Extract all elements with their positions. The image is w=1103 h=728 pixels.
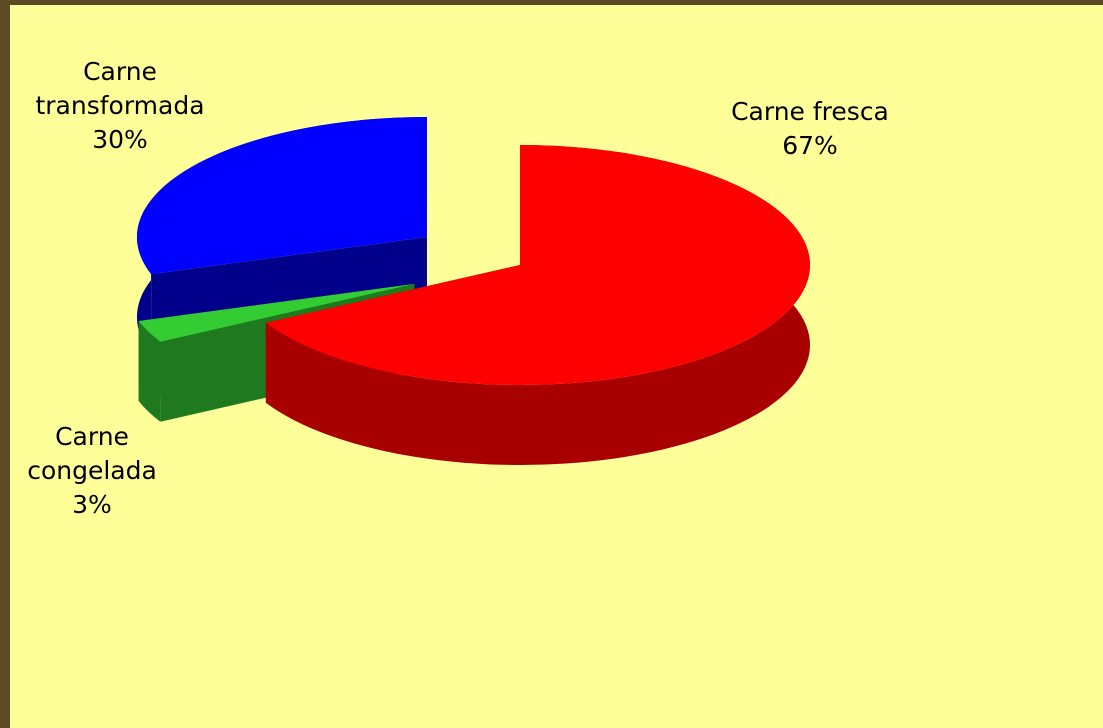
category-label: Carne transformada — [35, 57, 205, 120]
data-label: Carne congelada 3% — [0, 420, 187, 522]
value-label: 67% — [782, 131, 838, 160]
category-label: Carne congelada — [27, 422, 157, 485]
value-label: 3% — [72, 490, 112, 519]
category-label: Carne fresca — [731, 97, 889, 126]
value-label: 30% — [92, 125, 148, 154]
data-label: Carne transformada 30% — [5, 55, 235, 157]
slice-top — [138, 283, 415, 342]
pie-slice — [265, 145, 810, 466]
data-label: Carne fresca 67% — [680, 95, 940, 163]
slice-top — [136, 117, 427, 275]
slice-side — [138, 320, 161, 422]
slice-top — [265, 145, 810, 386]
